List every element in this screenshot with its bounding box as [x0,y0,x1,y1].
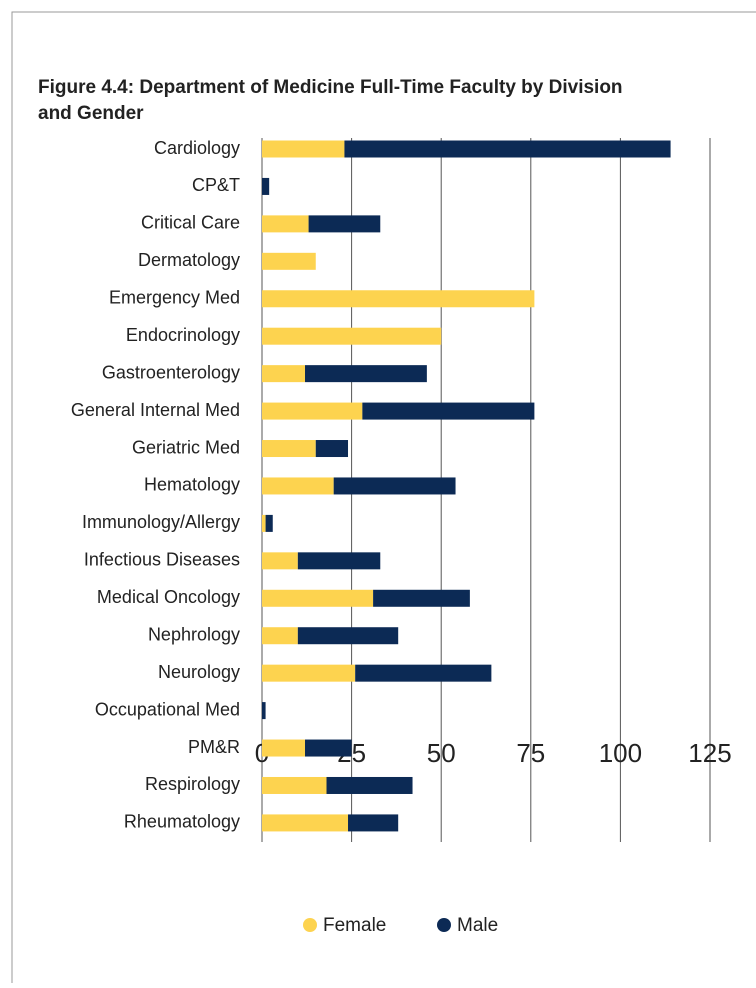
y-tick-label: PM&R [188,737,240,757]
y-tick-label: Cardiology [154,138,240,158]
bar [305,365,427,383]
bar [308,215,381,233]
bar [362,402,535,420]
bar [315,440,349,458]
bar [262,814,349,832]
legend-marker [437,918,451,932]
legend-marker [303,918,317,932]
bar [262,252,316,270]
x-tick-label: 50 [427,738,456,768]
bar [262,365,306,383]
bar [297,627,399,645]
bar [344,140,671,158]
bar [262,140,345,158]
bar [305,739,352,757]
y-tick-label: General Internal Med [71,400,240,420]
y-tick-label: Endocrinology [126,325,240,345]
frame [11,11,756,983]
x-tick-label: 100 [599,738,642,768]
y-tick-label: Emergency Med [109,288,240,308]
bar [262,702,266,720]
y-tick-label: CP&T [192,175,240,195]
y-tick-label: Gastroenterology [102,362,240,382]
bar [333,477,456,495]
bar [355,664,492,682]
y-tick-label: Geriatric Med [132,437,240,457]
y-tick-label: Immunology/Allergy [82,512,240,532]
y-tick-label: Medical Oncology [97,587,240,607]
chart-title: Figure 4.4: Department of Medicine Full-… [38,77,623,124]
bar [262,177,270,195]
bar [265,514,273,532]
bar [262,290,535,308]
y-tick-label: Neurology [158,662,240,682]
bar [373,589,470,607]
y-tick-label: Nephrology [148,624,240,644]
bar [348,814,399,832]
y-tick-label: Critical Care [141,213,240,233]
y-tick-label: Hematology [144,475,240,495]
bar [262,664,356,682]
y-tick-label: Infectious Diseases [84,550,240,570]
bar [262,739,306,757]
y-tick-label: Occupational Med [95,699,240,719]
bar [262,440,316,458]
bar [262,776,327,794]
bar [262,552,298,570]
legend-label: Female [323,915,386,936]
bar [262,477,334,495]
bar [262,402,363,420]
bar [262,327,442,345]
bar [297,552,381,570]
legend-label: Male [457,915,498,936]
y-tick-label: Rheumatology [124,812,240,832]
y-tick-label: Dermatology [138,250,240,270]
bar [262,215,309,233]
bar [262,627,298,645]
bar [262,589,374,607]
bar [326,776,413,794]
bar [262,514,266,532]
y-tick-label: Respirology [145,774,240,794]
x-tick-label: 125 [688,738,731,768]
x-tick-label: 75 [516,738,545,768]
